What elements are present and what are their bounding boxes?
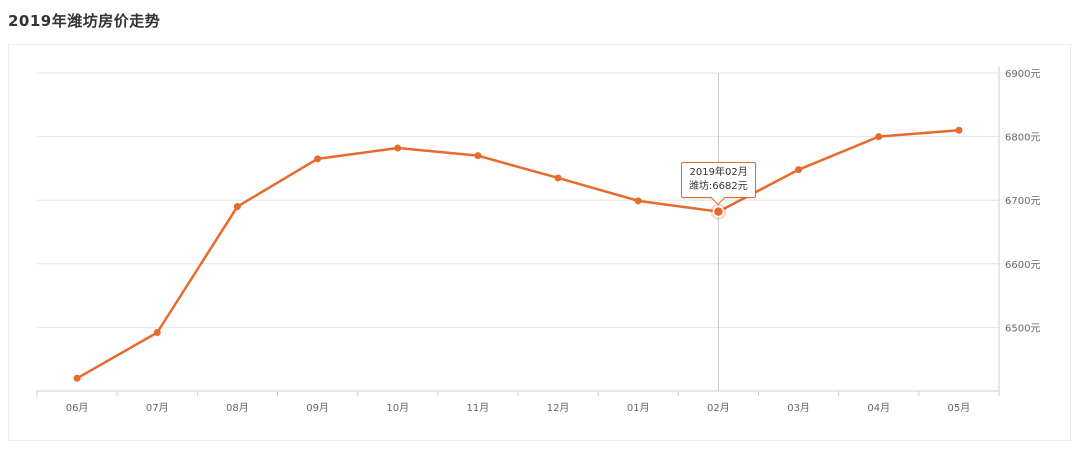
tooltip: 2019年02月 潍坊:6682元 bbox=[680, 161, 756, 205]
tooltip-value: 潍坊:6682元 bbox=[688, 180, 748, 192]
x-tick-label: 08月 bbox=[226, 402, 249, 414]
x-tick-label: 10月 bbox=[386, 402, 409, 414]
x-tick-label: 01月 bbox=[627, 402, 650, 414]
data-point bbox=[955, 126, 963, 134]
price-trend-chart[interactable]: 6500元 6600元 6700元 6800元 6900元 06月 07月 08月 09月 10月… bbox=[9, 45, 1072, 442]
y-tick-label: 6700元 bbox=[1005, 196, 1040, 207]
x-tick-label: 06月 bbox=[66, 402, 89, 414]
data-point bbox=[554, 174, 562, 182]
y-tick-label: 6500元 bbox=[1005, 323, 1040, 334]
x-tick-label: 07月 bbox=[146, 402, 169, 414]
chart-panel: 6500元 6600元 6700元 6800元 6900元 06月 07月 08月 09月 10月… bbox=[8, 44, 1071, 441]
data-point bbox=[314, 155, 322, 163]
data-point bbox=[233, 203, 241, 211]
tooltip-title: 2019年02月 bbox=[689, 166, 748, 178]
x-tick-label: 04月 bbox=[867, 402, 890, 414]
data-point bbox=[795, 166, 803, 174]
data-point bbox=[875, 133, 883, 141]
data-point bbox=[394, 144, 402, 152]
series-line bbox=[76, 128, 960, 380]
data-point bbox=[153, 328, 161, 336]
x-tick-label: 02月 bbox=[707, 402, 730, 414]
x-tick-label: 03月 bbox=[787, 402, 810, 414]
y-tick-label: 6600元 bbox=[1005, 260, 1040, 271]
data-point bbox=[474, 152, 482, 160]
x-tick-label: 05月 bbox=[948, 402, 971, 414]
page-title: 2019年潍坊房价走势 bbox=[8, 12, 161, 30]
x-tick-label: 12月 bbox=[547, 402, 570, 414]
data-point-active bbox=[712, 205, 725, 218]
x-tick-label: 11月 bbox=[467, 402, 490, 414]
data-point bbox=[634, 197, 642, 205]
y-tick-label: 6900元 bbox=[1005, 69, 1040, 80]
y-tick-label: 6800元 bbox=[1005, 133, 1040, 144]
x-tick-label: 09月 bbox=[306, 402, 329, 414]
data-point bbox=[73, 374, 81, 382]
